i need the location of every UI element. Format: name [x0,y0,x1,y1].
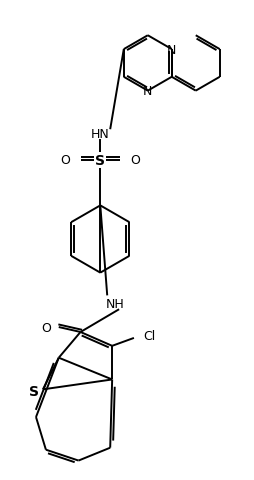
Text: O: O [60,154,70,167]
Text: O: O [130,154,139,167]
Text: S: S [95,154,105,168]
Text: N: N [166,44,176,57]
Text: O: O [41,321,51,334]
Text: HN: HN [91,127,109,140]
Text: Cl: Cl [143,330,155,343]
Text: N: N [142,85,152,98]
Text: S: S [29,384,39,398]
Text: NH: NH [105,297,124,310]
